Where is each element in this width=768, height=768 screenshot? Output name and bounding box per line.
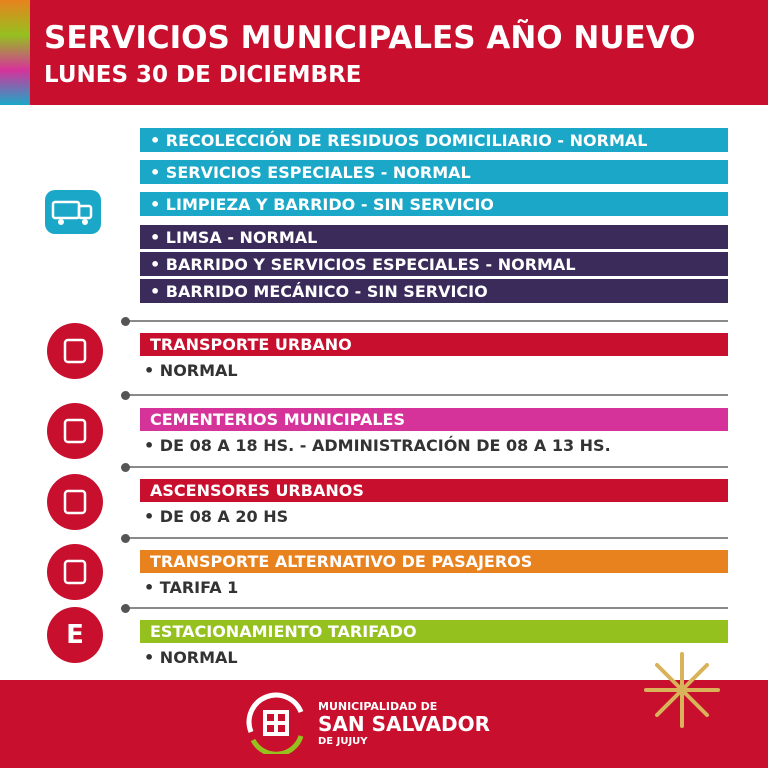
- section-title: CEMENTERIOS MUNICIPALES: [140, 408, 728, 431]
- service-bar: • BARRIDO Y SERVICIOS ESPECIALES - NORMA…: [140, 252, 728, 276]
- separator: [125, 320, 728, 322]
- icon-glyph: [63, 489, 87, 515]
- section-item: • TARIFA 1: [144, 578, 239, 597]
- separator: [125, 607, 728, 609]
- separator-dot: [121, 603, 130, 613]
- service-bar: • BARRIDO MECÁNICO - SIN SERVICIO: [140, 279, 728, 303]
- logo-line: MUNICIPALIDAD DE: [318, 700, 438, 713]
- icon-glyph: [63, 418, 87, 444]
- separator: [125, 537, 728, 539]
- section-title: TRANSPORTE ALTERNATIVO DE PASAJEROS: [140, 550, 728, 573]
- footer-band: [0, 680, 768, 768]
- separator-dot: [121, 390, 130, 400]
- logo-line: SAN SALVADOR: [318, 712, 491, 736]
- service-bar: • SERVICIOS ESPECIALES - NORMAL: [140, 160, 728, 184]
- section-item: • DE 08 A 18 HS. - ADMINISTRACIÓN DE 08 …: [144, 436, 611, 455]
- separator-dot: [121, 316, 130, 326]
- decoration: [0, 0, 30, 105]
- icon-glyph: [63, 559, 87, 585]
- section-icon: [47, 474, 103, 530]
- section-item: • NORMAL: [144, 361, 238, 380]
- section-icon: [47, 544, 103, 600]
- separator: [125, 394, 728, 396]
- section-icon: [47, 323, 103, 379]
- subtitle: LUNES 30 DE DICIEMBRE: [44, 62, 362, 88]
- logo-mark: [246, 692, 304, 754]
- service-bar: • RECOLECCIÓN DE RESIDUOS DOMICILIARIO -…: [140, 128, 728, 152]
- separator: [125, 466, 728, 468]
- title: SERVICIOS MUNICIPALES AÑO NUEVO: [44, 20, 696, 56]
- section-icon: [47, 403, 103, 459]
- section-title: ASCENSORES URBANOS: [140, 479, 728, 502]
- snowflake: [644, 652, 720, 728]
- truck-icon: [45, 190, 101, 234]
- section-item: • DE 08 A 20 HS: [144, 507, 289, 526]
- separator-dot: [121, 462, 130, 472]
- section-title: TRANSPORTE URBANO: [140, 333, 728, 356]
- separator-dot: [121, 533, 130, 543]
- section-title: ESTACIONAMIENTO TARIFADO: [140, 620, 728, 643]
- icon-glyph: [63, 338, 87, 364]
- header-band: [30, 0, 768, 105]
- service-bar: • LIMPIEZA Y BARRIDO - SIN SERVICIO: [140, 192, 728, 216]
- section-icon: E: [47, 607, 103, 663]
- service-bar: • LIMSA - NORMAL: [140, 225, 728, 249]
- truck-glyph: [51, 200, 93, 225]
- logo-line: DE JUJUY: [318, 736, 368, 747]
- section-item: • NORMAL: [144, 648, 238, 667]
